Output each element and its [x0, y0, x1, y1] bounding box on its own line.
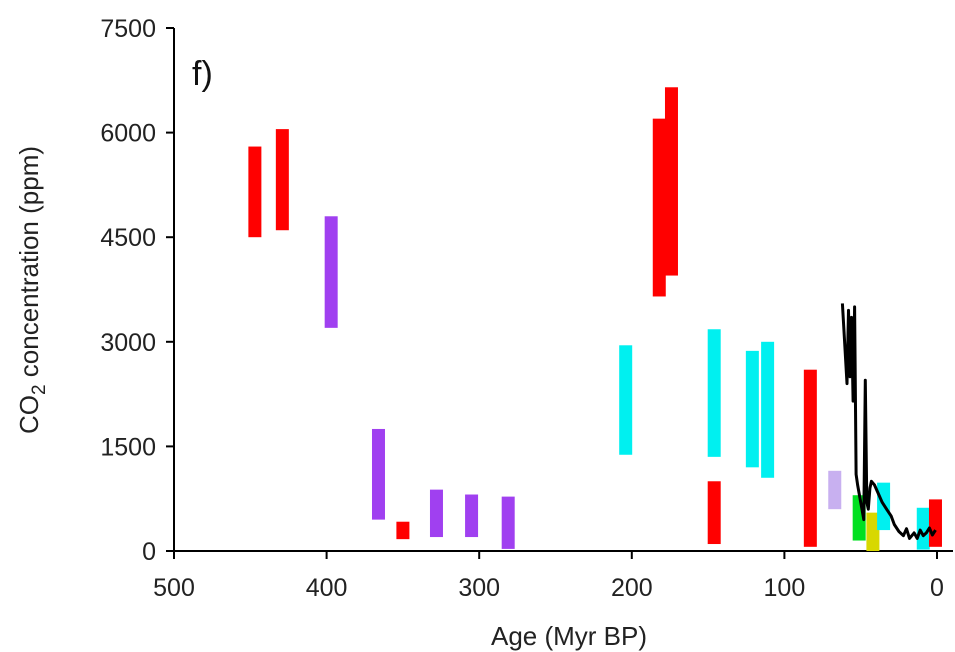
range-bar-yellow — [866, 512, 880, 551]
x-tick-label: 500 — [153, 574, 195, 602]
range-bar-cyan — [707, 329, 721, 457]
x-tick-label: 100 — [764, 574, 806, 602]
y-axis-title-subscript: 2 — [29, 384, 50, 395]
range-bar-red — [707, 481, 721, 545]
range-bar-red — [652, 118, 666, 297]
y-axis-ticks: 0 1500 3000 4500 6000 7500 — [100, 15, 174, 566]
x-axis-title: Age (Myr BP) — [491, 621, 647, 651]
x-tick-label: 400 — [306, 574, 348, 602]
x-tick-label: 300 — [458, 574, 500, 602]
range-bar-red — [803, 369, 817, 547]
range-bar-red — [928, 499, 942, 547]
y-tick-label: 1500 — [100, 433, 156, 461]
range-bars — [248, 87, 942, 551]
range-bar-red — [664, 87, 678, 276]
range-bar-cyan — [745, 350, 759, 468]
range-bar-red — [275, 129, 289, 231]
range-bar-cyan — [619, 345, 633, 455]
y-axis-title-co: CO — [14, 395, 44, 434]
x-tick-label: 0 — [930, 574, 944, 602]
y-axis-title: CO2 concentration (ppm) — [14, 146, 50, 434]
range-bar-purple — [501, 496, 515, 549]
range-bar-cyan — [761, 341, 775, 478]
panel-label: f) — [192, 55, 213, 93]
plot-area: 0 1500 3000 4500 6000 7500 500 400 300 200 100 0 — [100, 15, 953, 602]
y-tick-label: 6000 — [100, 120, 156, 148]
range-bar-red — [396, 521, 410, 540]
range-bar-purple — [371, 428, 385, 520]
co2-line-series — [840, 303, 937, 540]
y-axis-title-rest: concentration (ppm) — [14, 146, 44, 384]
y-tick-label: 4500 — [100, 224, 156, 252]
x-tick-label: 200 — [611, 574, 653, 602]
range-bar-purple — [324, 216, 338, 328]
range-bar-lavender — [828, 470, 842, 510]
y-tick-label: 7500 — [100, 15, 156, 43]
range-bar-cyan — [916, 507, 930, 550]
y-tick-label: 3000 — [100, 329, 156, 357]
x-axis-ticks: 500 400 300 200 100 0 — [153, 551, 944, 602]
range-bar-purple — [429, 489, 443, 538]
y-tick-label: 0 — [142, 538, 156, 566]
range-bar-red — [248, 146, 262, 238]
range-bar-purple — [465, 494, 479, 538]
